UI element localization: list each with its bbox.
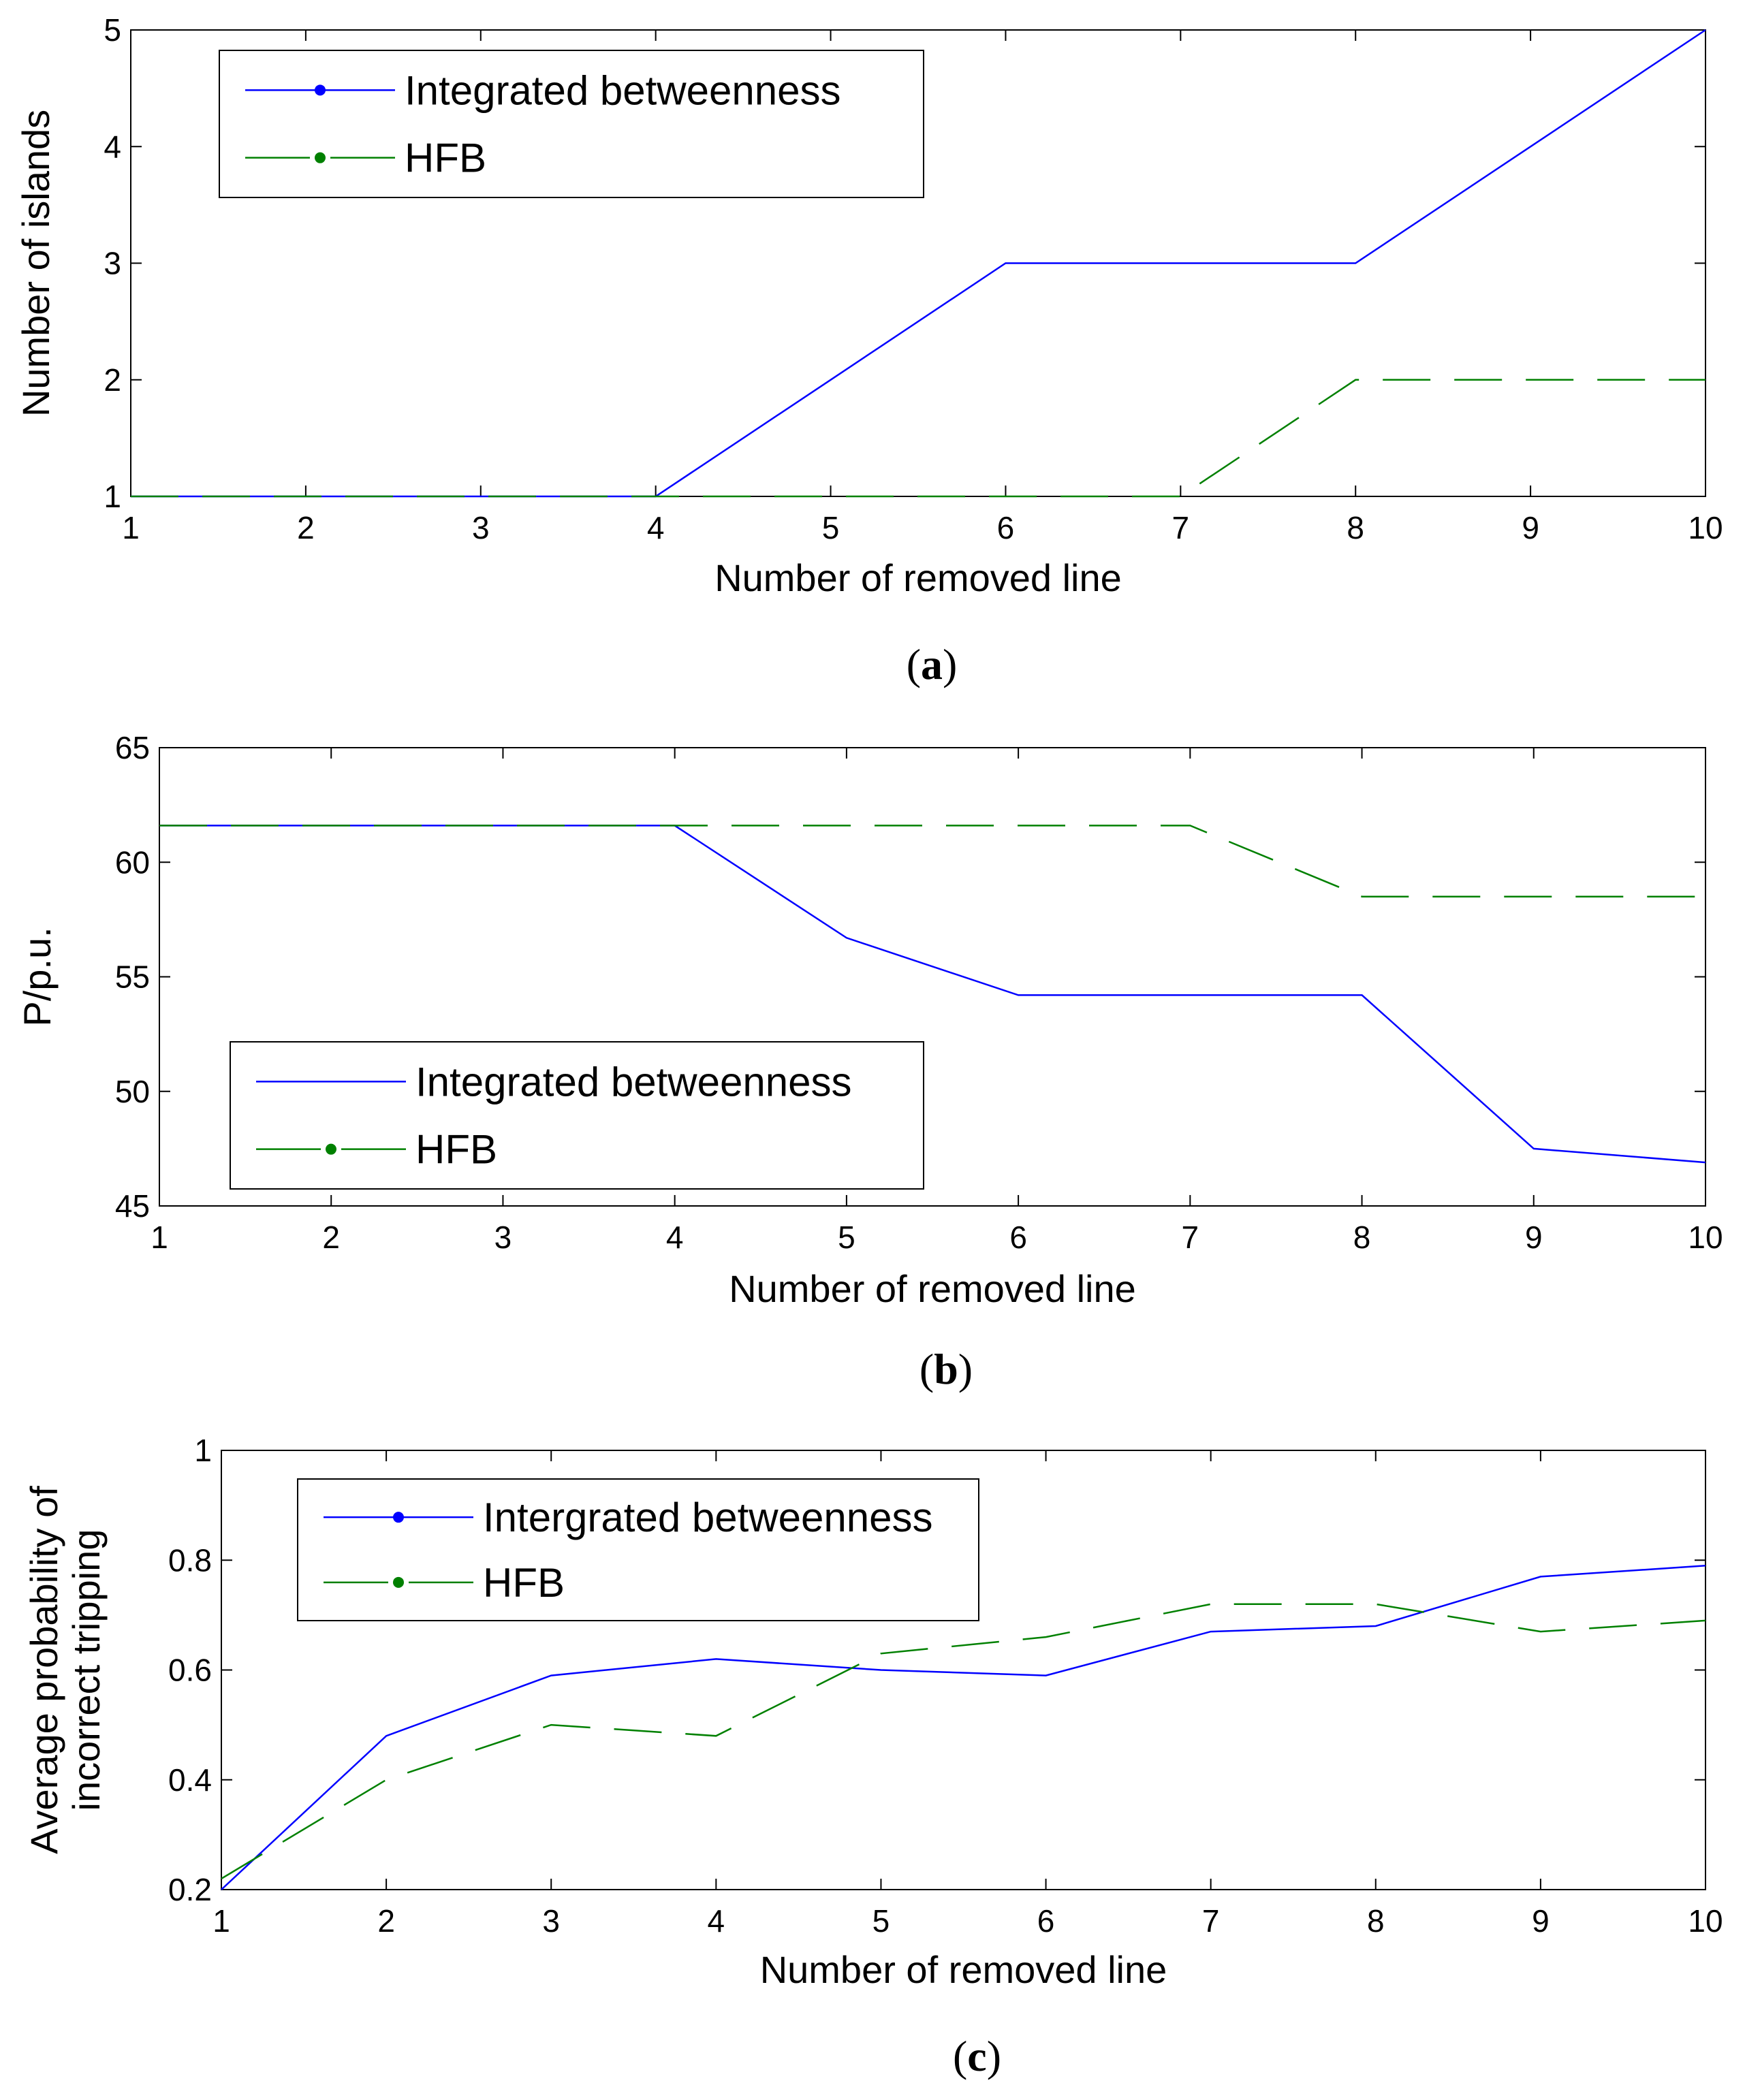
- x-tick-label: 8: [1347, 510, 1364, 545]
- legend-label: HFB: [483, 1560, 565, 1606]
- y-tick-label: 1: [194, 1433, 212, 1468]
- x-tick-label: 5: [822, 510, 840, 545]
- x-tick-label: 3: [542, 1903, 560, 1939]
- x-tick-label: 1: [122, 510, 140, 545]
- y-tick-label: 0.2: [168, 1872, 212, 1907]
- y-tick-label: 5: [104, 12, 121, 48]
- x-tick-label: 7: [1172, 510, 1190, 545]
- x-tick-label: 2: [297, 510, 315, 545]
- x-tick-label: 8: [1353, 1220, 1371, 1255]
- series-line-hfb: [221, 1603, 1706, 1879]
- y-axis-label: Number of islands: [14, 110, 57, 417]
- series-line-integrated-betweenness: [131, 29, 1706, 498]
- legend-label: Integrated betweenness: [405, 67, 840, 113]
- x-tick-label: 5: [872, 1903, 890, 1939]
- x-tick-label: 4: [647, 510, 665, 545]
- y-tick-label: 55: [115, 959, 150, 995]
- x-tick-label: 6: [1037, 1903, 1055, 1939]
- x-tick-label: 10: [1688, 1903, 1723, 1939]
- y-tick-label: 45: [115, 1188, 150, 1224]
- x-tick-label: 7: [1182, 1220, 1199, 1255]
- panel-label: (c): [953, 2032, 1001, 2080]
- legend-marker: [315, 84, 326, 96]
- legend-label: HFB: [405, 136, 486, 181]
- panel-label: (b): [919, 1345, 973, 1393]
- y-tick-label: 0.6: [168, 1653, 212, 1688]
- y-tick-label: 60: [115, 844, 150, 880]
- y-tick-label: 65: [115, 730, 150, 765]
- panel-label: (a): [907, 640, 958, 688]
- x-tick-label: 3: [472, 510, 490, 545]
- chart-panel-a: 1 2 3 4 5 6 7 8 9 10 1 2 3 4 5 Number of removed line Nu…: [14, 12, 1723, 688]
- x-tick-label: 8: [1367, 1903, 1385, 1939]
- y-tick-label: 0.4: [168, 1762, 212, 1798]
- legend-marker: [393, 1576, 404, 1588]
- y-axis-label: P/p.u.: [16, 927, 59, 1026]
- x-tick-label: 2: [377, 1903, 395, 1939]
- legend: Integrated betweenness HFB: [219, 50, 924, 198]
- x-tick-label: 9: [1525, 1220, 1543, 1255]
- legend: Integrated betweenness HFB: [230, 1041, 924, 1190]
- y-tick-label: 1: [104, 479, 121, 514]
- legend-label: Intergrated betweenness: [483, 1495, 932, 1540]
- legend-box: [230, 1041, 924, 1190]
- x-tick-label: 1: [151, 1220, 168, 1255]
- x-tick-label: 9: [1532, 1903, 1550, 1939]
- x-tick-label: 9: [1522, 510, 1539, 545]
- legend-label: HFB: [415, 1127, 497, 1173]
- legend-marker: [315, 152, 326, 163]
- series-line-hfb: [131, 379, 1705, 498]
- legend-label: Integrated betweenness: [415, 1059, 851, 1104]
- x-tick-label: 4: [708, 1903, 725, 1939]
- x-axis-label: Number of removed line: [760, 1948, 1167, 1991]
- y-tick-label: 4: [104, 129, 121, 164]
- x-axis-label: Number of removed line: [729, 1267, 1136, 1310]
- x-tick-label: 10: [1688, 1220, 1723, 1255]
- legend-box: [297, 1478, 979, 1621]
- legend-box: [219, 50, 924, 198]
- legend-marker: [393, 1512, 404, 1523]
- x-tick-label: 2: [322, 1220, 340, 1255]
- legend: Intergrated betweenness HFB: [297, 1478, 979, 1621]
- x-tick-label: 7: [1202, 1903, 1220, 1939]
- y-tick-label: 0.8: [168, 1542, 212, 1578]
- x-tick-label: 6: [1009, 1220, 1027, 1255]
- x-tick-label: 3: [494, 1220, 512, 1255]
- x-tick-label: 4: [666, 1220, 684, 1255]
- x-tick-label: 5: [838, 1220, 855, 1255]
- x-tick-label: 1: [213, 1903, 230, 1939]
- y-tick-label: 3: [104, 246, 121, 281]
- x-tick-label: 6: [997, 510, 1015, 545]
- series-line-integrated-betweenness: [221, 1565, 1706, 1890]
- legend-marker: [326, 1143, 336, 1155]
- y-tick-label: 2: [104, 362, 121, 398]
- chart-panel-c: 1 2 3 4 5 6 7 8 9 10 0.2 0.4 0.6 0.8 1 Number of remove…: [22, 1433, 1723, 2080]
- x-tick-label: 10: [1688, 510, 1723, 545]
- y-tick-label: 50: [115, 1074, 150, 1109]
- x-axis-label: Number of removed line: [714, 556, 1122, 599]
- series-line-hfb: [159, 825, 1705, 897]
- y-axis-label: Average probability ofincorrect tripping: [22, 1486, 108, 1854]
